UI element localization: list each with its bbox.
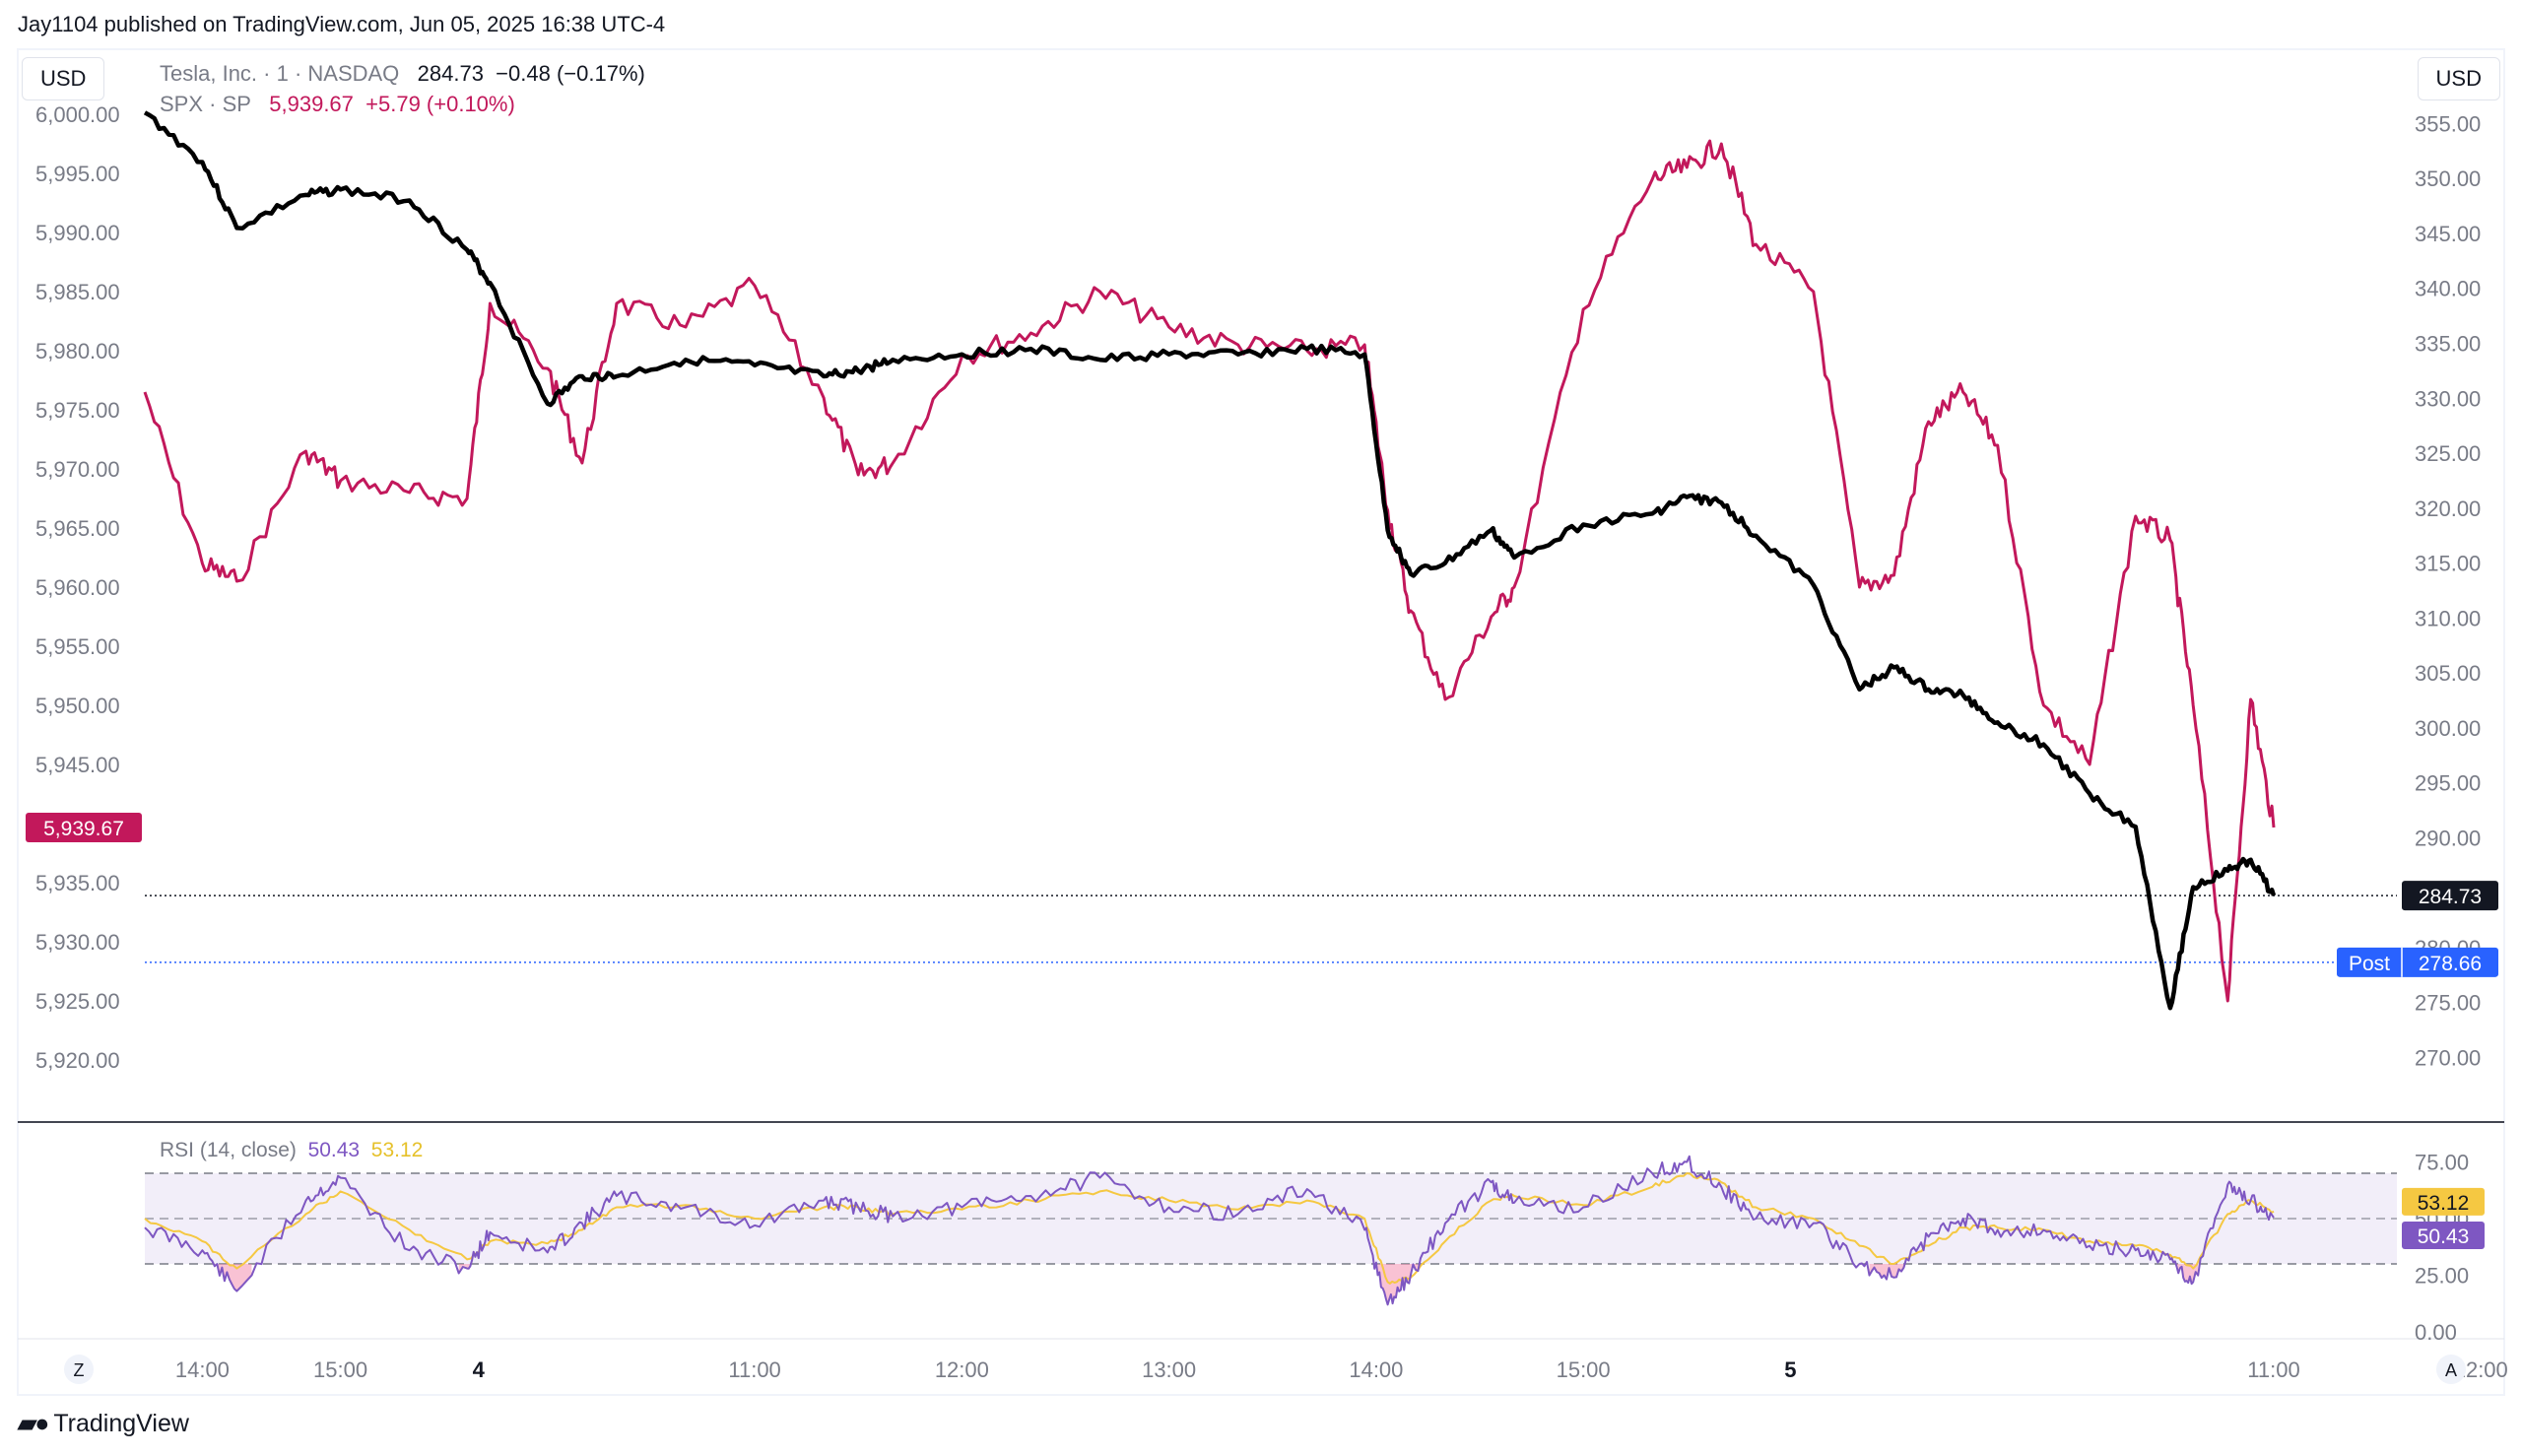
left-axis-tick: 5,930.00 [35,930,120,955]
spx-legend: SPX · SP 5,939.67 +5.79 (+0.10%) [160,92,515,117]
left-axis-tick: 6,000.00 [35,102,120,127]
right-axis-tick: 270.00 [2415,1045,2481,1070]
time-axis-tick: 11:00 [2247,1357,2299,1382]
rsi-ma-line [144,1172,2275,1285]
time-axis-left-button[interactable]: Z [64,1355,94,1384]
rsi-legend-name: RSI (14, close) [160,1139,297,1161]
left-axis-tick: 5,970.00 [35,457,120,482]
left-axis-tick: 5,990.00 [35,221,120,245]
tsla-line [143,110,2277,1011]
rsi-axis-tick: 0.00 [2415,1320,2457,1345]
left-axis-tick: 5,935.00 [35,871,120,895]
auto-scale-button[interactable]: A [2436,1355,2466,1384]
tsla-legend: Tesla, Inc. · 1 · NASDAQ 284.73 −0.48 (−… [160,61,645,87]
right-axis-tick: 340.00 [2415,277,2481,301]
rsi-axis-tick: 75.00 [2415,1151,2469,1175]
right-axis-tick: 335.00 [2415,332,2481,357]
left-currency-button[interactable]: USD [22,57,105,100]
right-axis-tick: 355.00 [2415,111,2481,136]
tradingview-logo-icon: ▰● [18,1410,49,1437]
right-axis-tick: 295.00 [2415,771,2481,796]
a-label: A [2445,1360,2457,1380]
time-axis-tick: 14:00 [175,1357,230,1382]
spx-line [143,139,2276,1003]
left-axis-tick: 5,960.00 [35,575,120,600]
right-axis-tick: 275.00 [2415,991,2481,1016]
left-axis-tick: 5,965.00 [35,516,120,541]
right-axis-tick: 315.00 [2415,552,2481,576]
last-price-tag: 284.73 [2402,881,2498,911]
chart-frame [17,48,2505,1396]
right-axis-tick: 350.00 [2415,166,2481,191]
spx-price-tag: 5,939.67 [26,812,142,842]
rsi-tag: 50.43 [2402,1222,2485,1250]
time-axis-tick: 14:00 [1349,1357,1403,1382]
rsi-oversold-fill [458,1264,471,1274]
rsi-legend-ma: 53.12 [370,1139,424,1161]
z-label: Z [74,1360,85,1380]
time-axis-tick: 12:00 [935,1357,989,1382]
time-axis-tick: 15:00 [1557,1357,1611,1382]
post-label: Post [2349,953,2390,975]
rsi-line [144,1155,2275,1306]
right-axis-tick: 330.00 [2415,386,2481,411]
left-axis-tick: 5,980.00 [35,339,120,364]
time-axis-tick: 15:00 [313,1357,367,1382]
post-price-value: 278.66 [2419,953,2482,975]
rsi-legend: RSI (14, close) 50.43 53.12 [160,1139,423,1162]
right-axis-tick: 345.00 [2415,222,2481,246]
right-axis-tick: 310.00 [2415,606,2481,630]
last-price-value: 284.73 [2419,886,2482,908]
right-axis-tick: 305.00 [2415,661,2481,686]
rsi-axis-tick: 25.00 [2415,1264,2469,1289]
rsi-ma-tag: 53.12 [2402,1187,2485,1216]
left-axis-tick: 5,925.00 [35,989,120,1014]
spx-legend-value: 5,939.67 [269,92,354,116]
right-axis-tick: 300.00 [2415,716,2481,741]
rsi-ma-value-tag: 53.12 [2418,1192,2470,1215]
publish-info: Jay1104 published on TradingView.com, Ju… [18,12,666,36]
time-axis-tick: 11:00 [728,1357,780,1382]
left-axis-tick: 5,985.00 [35,280,120,304]
right-currency-button[interactable]: USD [2417,57,2500,100]
tsla-legend-value: 284.73 [417,61,484,86]
tsla-legend-name: Tesla, Inc. · 1 · NASDAQ [160,61,400,86]
left-axis-tick: 5,975.00 [35,398,120,423]
tsla-legend-change: −0.48 (−0.17%) [496,61,645,86]
left-axis-tick: 5,950.00 [35,694,120,718]
rsi-oversold-fill [1869,1264,1904,1280]
left-axis-tick: 5,995.00 [35,162,120,186]
left-axis-tick: 5,945.00 [35,753,120,777]
right-axis-tick: 325.00 [2415,441,2481,466]
spx-legend-change: +5.79 (+0.10%) [365,92,515,116]
left-axis-tick: 5,920.00 [35,1048,120,1073]
time-axis-tick: 4 [473,1357,486,1382]
tradingview-brand[interactable]: ▰● TradingView [18,1409,189,1438]
right-price-axis: 355.00 350.00 345.00 340.00 335.00 330.00 325.… [2415,111,2481,1070]
time-axis-tick: 5 [1784,1357,1796,1382]
left-price-axis: 6,000.00 5,995.00 5,990.00 5,985.00 5,980.00… [35,102,120,1073]
rsi-legend-value: 50.43 [307,1139,361,1161]
spx-legend-name: SPX · SP [160,92,251,116]
spx-last-value: 5,939.67 [43,818,124,840]
rsi-value-tag: 50.43 [2418,1225,2470,1248]
post-price-tag: Post 278.66 [2337,947,2498,977]
series-layer [143,110,2277,1306]
brand-name: TradingView [53,1409,189,1437]
right-axis-tick: 290.00 [2415,826,2481,850]
left-axis-tick: 5,955.00 [35,634,120,659]
time-axis-tick: 13:00 [1142,1357,1196,1382]
right-axis-tick: 320.00 [2415,496,2481,521]
rsi-oversold-fill [1377,1264,1419,1305]
